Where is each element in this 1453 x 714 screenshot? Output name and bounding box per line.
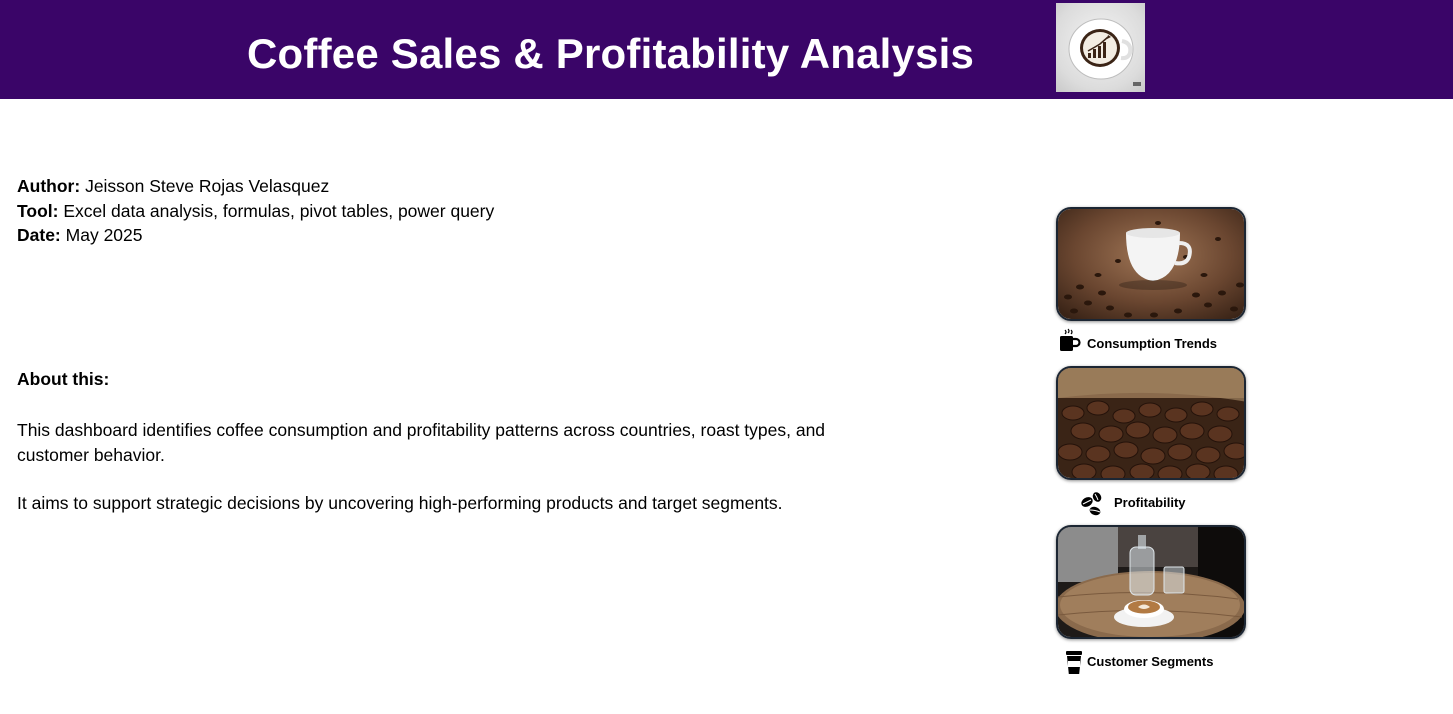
nav-card-consumption-trends[interactable] <box>1056 207 1246 321</box>
about-paragraph-2: It aims to support strategic decisions b… <box>17 491 917 516</box>
coffee-chart-logo-icon <box>1056 3 1145 92</box>
nav-label-consumption-trends[interactable]: Consumption Trends <box>1087 336 1217 351</box>
date-value: May 2025 <box>66 225 143 245</box>
meta-info: Author: Jeisson Steve Rojas Velasquez To… <box>17 174 494 248</box>
about-paragraph-1: This dashboard identifies coffee consump… <box>17 418 857 467</box>
coffee-mug-icon <box>1059 328 1081 359</box>
nav-label-customer-segments[interactable]: Customer Segments <box>1087 654 1213 669</box>
date-line: Date: May 2025 <box>17 223 494 248</box>
about-heading: About this: <box>17 369 109 390</box>
nav-card-customer-segments[interactable] <box>1056 525 1246 639</box>
tool-value: Excel data analysis, formulas, pivot tab… <box>63 201 494 221</box>
coffee-beans-icon <box>1079 490 1105 523</box>
author-name: Jeisson Steve Rojas Velasquez <box>85 176 329 196</box>
header-banner: Coffee Sales & Profitability Analysis <box>0 0 1453 99</box>
nav-card-profitability[interactable] <box>1056 366 1246 480</box>
nav-label-profitability[interactable]: Profitability <box>1114 495 1186 510</box>
page-title: Coffee Sales & Profitability Analysis <box>247 26 974 82</box>
takeaway-cup-icon <box>1064 650 1084 681</box>
tool-line: Tool: Excel data analysis, formulas, piv… <box>17 199 494 224</box>
author-line: Author: Jeisson Steve Rojas Velasquez <box>17 174 494 199</box>
